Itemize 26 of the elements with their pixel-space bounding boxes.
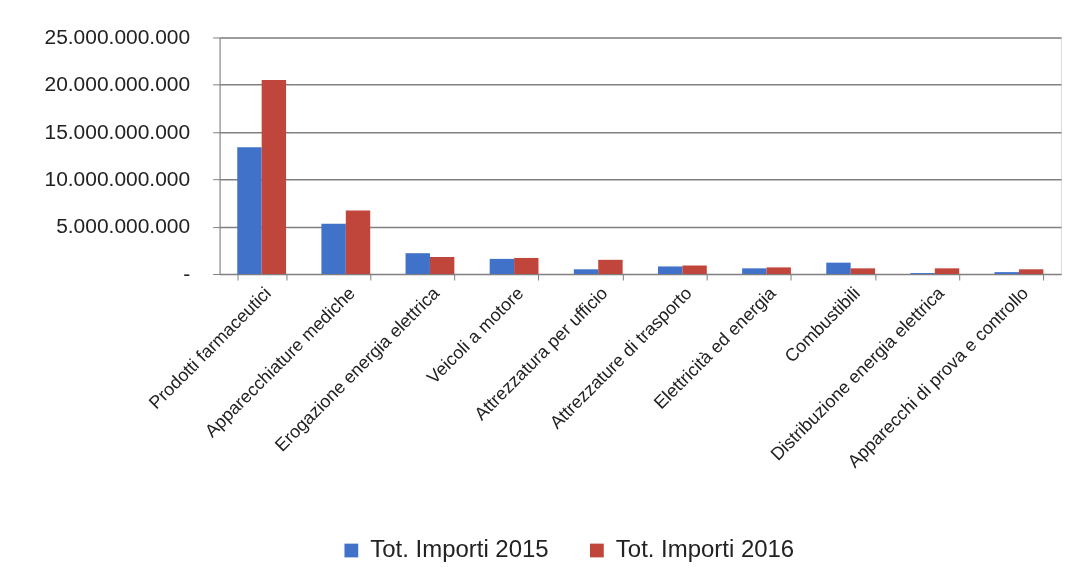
bar [321,223,346,275]
bar [850,268,876,275]
bar [742,268,767,275]
legend-label: Tot. Importi 2015 [370,535,549,563]
bar [598,259,623,275]
y-tick-label: 25.000.000.000 [44,24,191,48]
y-tick-label: - [183,261,191,285]
bar [766,267,791,275]
bar [682,265,707,275]
y-tick-label: 20.000.000.000 [44,72,191,96]
bar [261,80,287,275]
bar [934,268,960,275]
y-tick-label: 10.000.000.000 [44,166,191,190]
bar [657,266,683,275]
bar [1018,269,1044,275]
bar [826,262,851,275]
bar [573,269,599,275]
bar [429,256,455,275]
bar [489,258,515,275]
bar [405,253,430,275]
y-tick-label: 5.000.000.000 [56,214,191,238]
bar [345,210,371,275]
bar [514,257,539,275]
legend-label: Tot. Importi 2016 [615,535,795,563]
bar [237,147,262,275]
y-tick-label: 15.000.000.000 [44,119,191,143]
